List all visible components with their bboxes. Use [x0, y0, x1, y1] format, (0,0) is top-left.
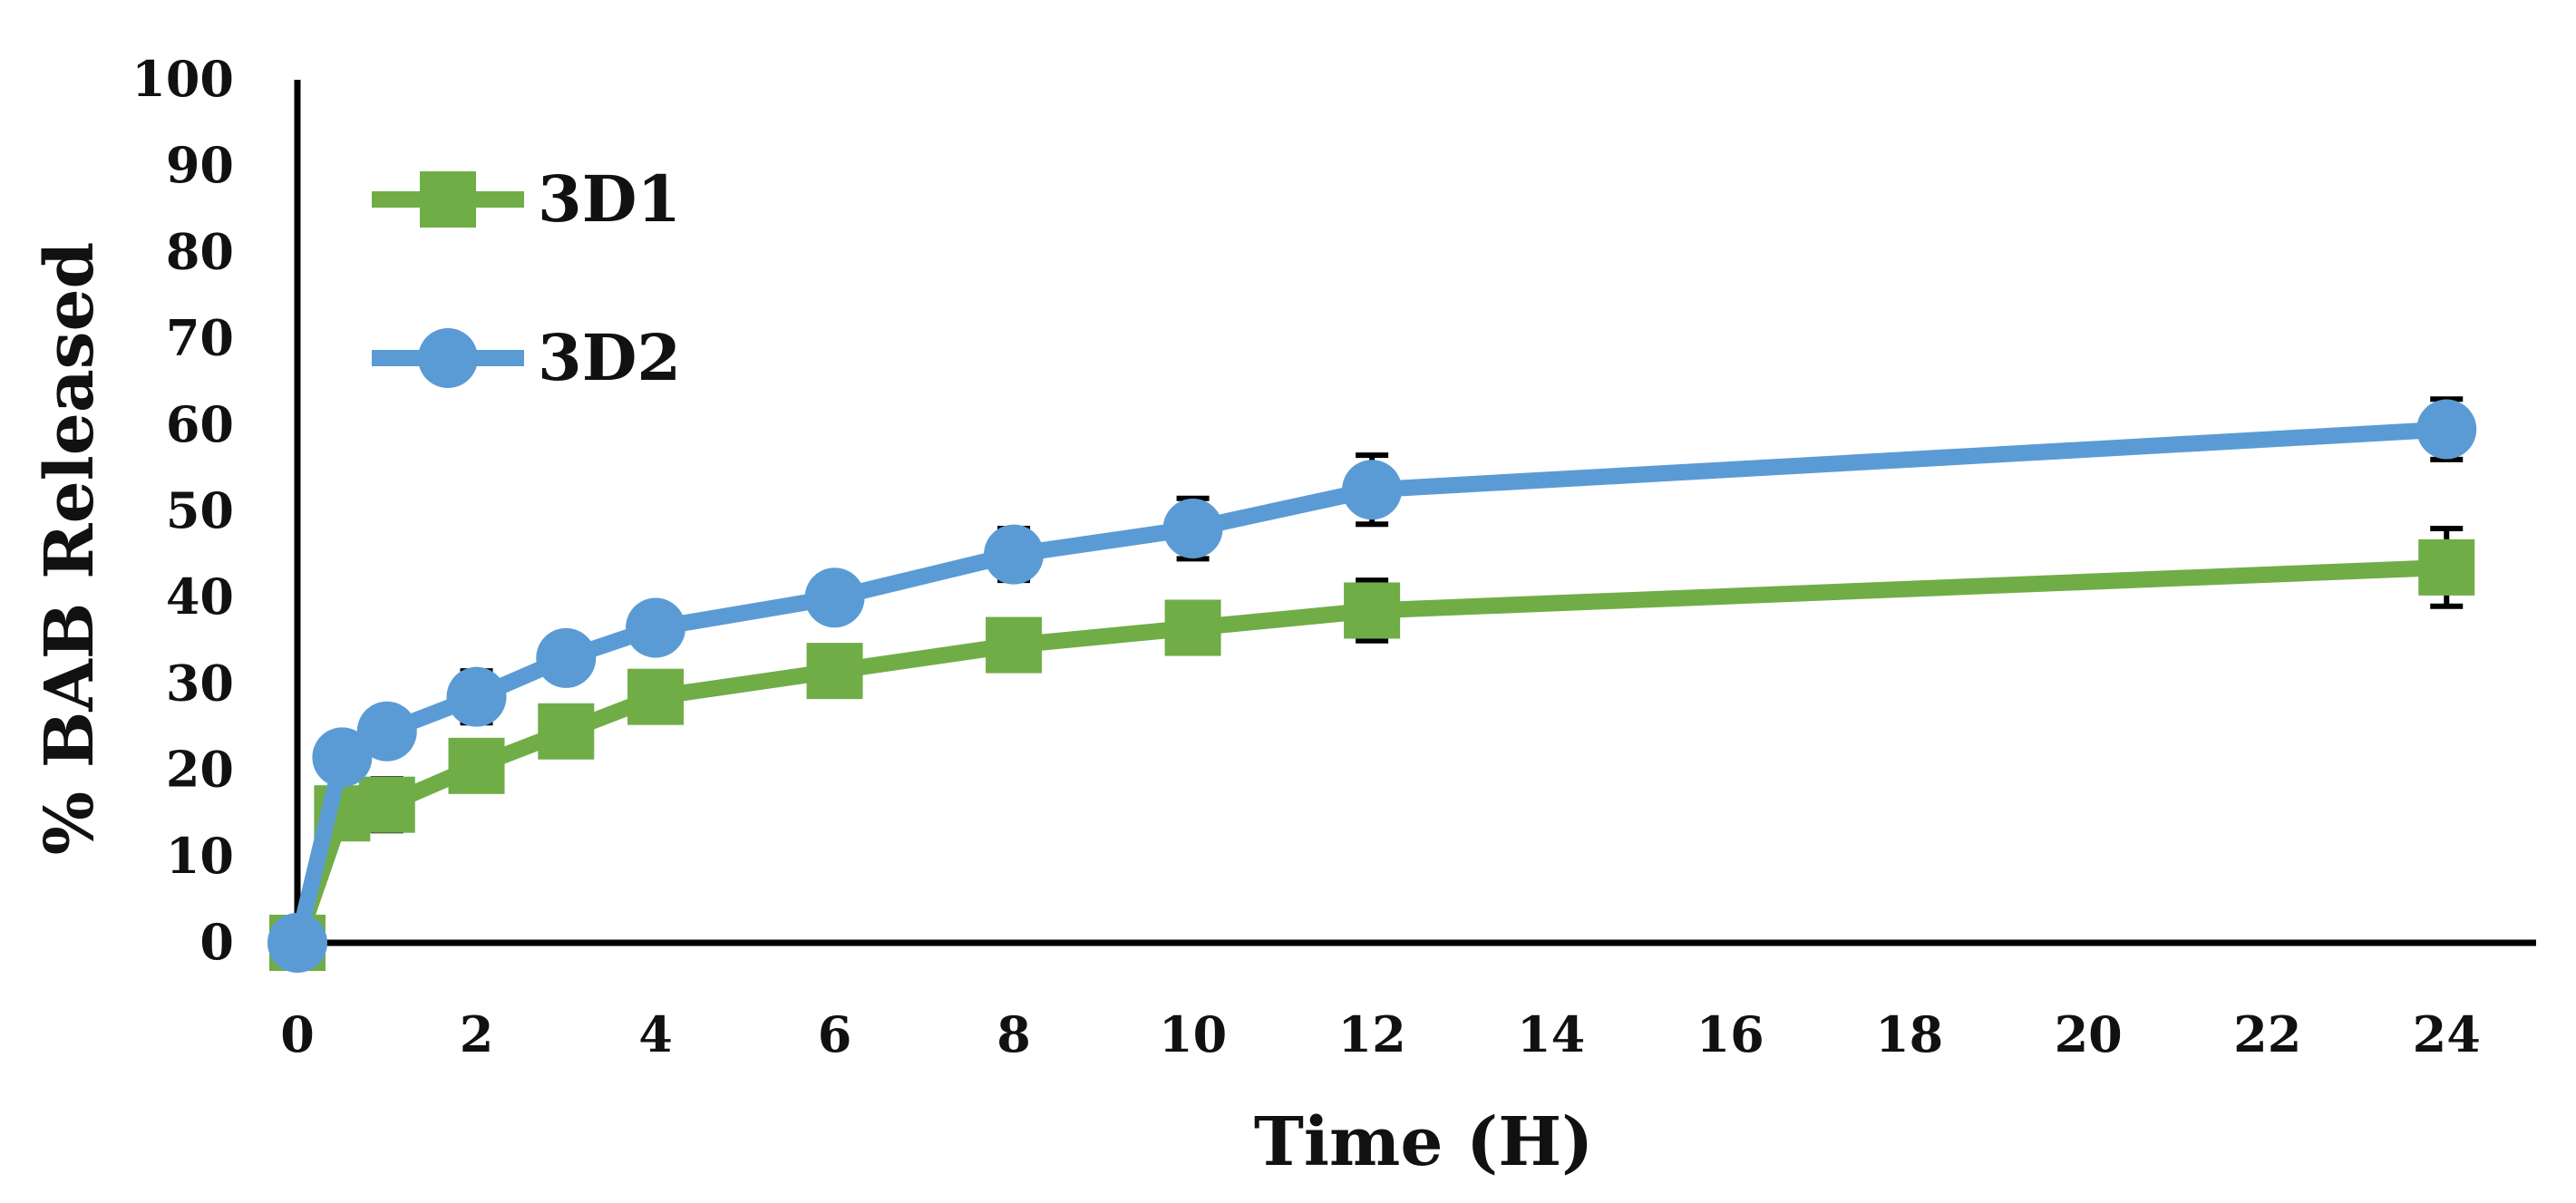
- data-point-3d2: [626, 597, 686, 658]
- data-point-3d2: [804, 568, 865, 628]
- data-point-3d2: [2416, 399, 2477, 460]
- data-point-3d2: [984, 524, 1045, 585]
- y-tick-label: 80: [166, 222, 234, 280]
- legend-marker-3d2: [418, 328, 478, 388]
- y-tick-label: 70: [166, 309, 234, 367]
- y-tick-label: 100: [131, 50, 234, 108]
- data-point-3d1: [986, 616, 1043, 674]
- x-tick-label: 20: [2055, 1005, 2123, 1063]
- data-point-3d2: [356, 701, 417, 762]
- x-tick-label: 4: [638, 1005, 673, 1063]
- y-tick-label: 50: [166, 481, 234, 539]
- data-point-3d1: [2418, 538, 2475, 596]
- data-point-3d2: [446, 666, 507, 727]
- x-tick-label: 6: [818, 1005, 852, 1063]
- data-point-3d2: [1342, 460, 1403, 520]
- y-tick-label: 40: [166, 568, 234, 626]
- y-tick-label: 0: [199, 913, 234, 971]
- x-tick-label: 18: [1875, 1005, 1943, 1063]
- x-tick-label: 24: [2413, 1005, 2481, 1063]
- data-point-3d2: [267, 913, 327, 973]
- x-tick-label: 2: [460, 1005, 494, 1063]
- data-point-3d1: [358, 776, 415, 833]
- data-point-3d1: [448, 737, 505, 794]
- legend-marker-3d1: [420, 171, 476, 228]
- x-tick-label: 10: [1159, 1005, 1227, 1063]
- x-tick-label: 12: [1338, 1005, 1406, 1063]
- y-tick-label: 10: [166, 827, 234, 885]
- data-point-3d1: [627, 668, 685, 725]
- x-tick-label: 14: [1517, 1005, 1585, 1063]
- data-point-3d2: [536, 627, 597, 688]
- axes: [294, 80, 2536, 946]
- x-tick-label: 16: [1696, 1005, 1764, 1063]
- x-tick-label: 22: [2233, 1005, 2301, 1063]
- data-point-3d1: [1164, 599, 1221, 656]
- data-point-3d1: [806, 643, 863, 700]
- legend: 3D1 3D2: [372, 161, 681, 395]
- x-tick-label: 8: [996, 1005, 1031, 1063]
- x-tick-label: 0: [280, 1005, 315, 1063]
- data-point-3d2: [1162, 499, 1223, 559]
- y-tick-label: 20: [166, 741, 234, 799]
- data-point-3d1: [1344, 582, 1401, 639]
- y-tick-label: 90: [166, 136, 234, 194]
- legend-label-3d1: 3D1: [538, 161, 681, 237]
- y-axis-title: % BAB Released: [31, 242, 109, 856]
- legend-label-3d2: 3D2: [538, 320, 681, 395]
- data-point-3d1: [538, 703, 595, 760]
- y-tick-label: 30: [166, 654, 234, 712]
- data-point-3d2: [312, 727, 373, 788]
- y-tick-label: 60: [166, 395, 234, 453]
- series-group: [267, 399, 2477, 973]
- x-axis-title: Time (H): [1254, 1103, 1593, 1181]
